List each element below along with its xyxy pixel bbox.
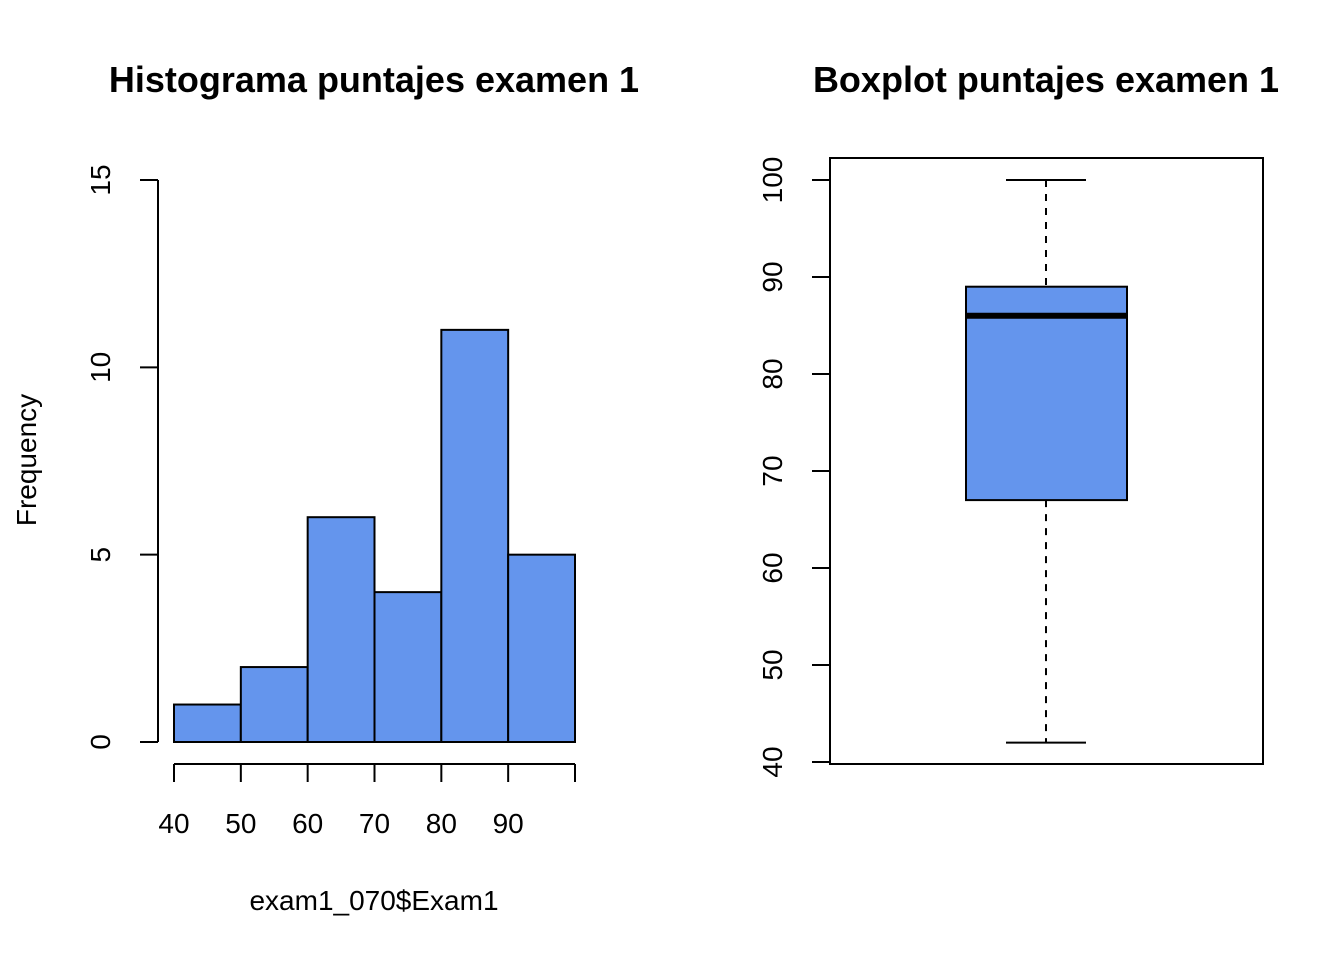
boxplot-elements: [965, 179, 1128, 744]
histogram-x-tick-label: 90: [493, 808, 524, 839]
boxplot-y-tick-label: 40: [757, 746, 788, 777]
boxplot-y-axis: 40 50 60 70 80 90 100: [757, 157, 831, 778]
histogram-title: Histograma puntajes examen 1: [109, 59, 639, 100]
histogram-x-tick-label: 70: [359, 808, 390, 839]
boxplot-y-tick-label: 70: [757, 455, 788, 486]
boxplot-panel: Boxplot puntajes examen 1 40 50 60 70 80 90 10…: [757, 59, 1279, 778]
histogram-x-tick-label: 40: [158, 808, 189, 839]
histogram-y-tick-label: 15: [85, 164, 116, 195]
histogram-x-axis: 40 50 60 70 80 90: [158, 763, 576, 839]
histogram-y-axis: 0 5 10 15: [85, 164, 159, 750]
boxplot-y-tick-label: 100: [757, 157, 788, 204]
histogram-bar: [306, 516, 376, 744]
histogram-y-axis-label: Frequency: [11, 394, 42, 526]
histogram-bars: [173, 328, 576, 744]
histogram-bar: [507, 553, 576, 744]
histogram-panel: Histograma puntajes examen 1 40 50 60 70 80 9…: [11, 59, 639, 916]
histogram-bar: [173, 703, 242, 743]
boxplot-y-tick-label: 80: [757, 358, 788, 389]
histogram-x-axis-label: exam1_070$Exam1: [249, 885, 498, 916]
histogram-bar: [440, 328, 510, 743]
histogram-x-tick-label: 60: [292, 808, 323, 839]
histogram-y-tick-label: 0: [85, 734, 116, 750]
histogram-bar: [373, 591, 443, 744]
histogram-x-tick-label: 50: [225, 808, 256, 839]
histogram-y-tick-label: 5: [85, 547, 116, 563]
histogram-bar: [239, 666, 309, 743]
boxplot-y-tick-label: 50: [757, 649, 788, 680]
boxplot-y-tick-label: 60: [757, 552, 788, 583]
histogram-x-tick-label: 80: [426, 808, 457, 839]
boxplot-box: [965, 285, 1128, 502]
histogram-y-tick-label: 10: [85, 352, 116, 383]
boxplot-title: Boxplot puntajes examen 1: [813, 59, 1279, 100]
boxplot-y-tick-label: 90: [757, 261, 788, 292]
